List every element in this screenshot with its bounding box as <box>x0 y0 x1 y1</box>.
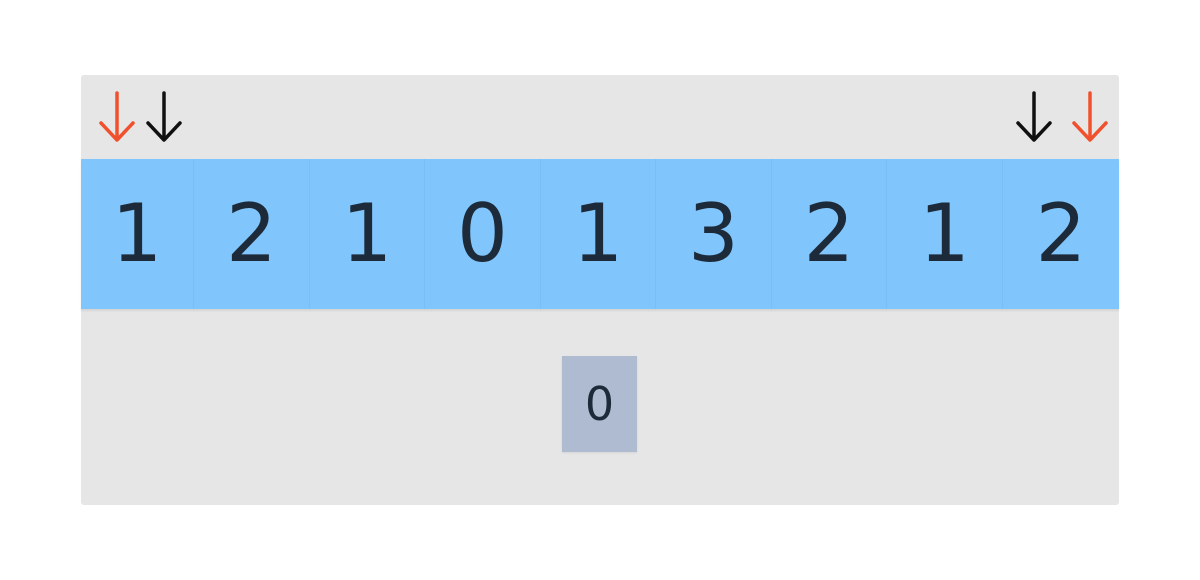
array-cell: 1 <box>81 159 194 309</box>
right-black-pointer-arrow-icon <box>1014 91 1054 145</box>
array-cell: 2 <box>1035 187 1087 280</box>
down-arrow-icon <box>1072 91 1108 142</box>
down-arrow-icon <box>1016 91 1052 142</box>
down-arrow-icon <box>99 91 135 142</box>
diagram-panel: 1 2 1 0 1 3 2 1 2 0 <box>81 75 1119 505</box>
array-cell: 1 <box>310 159 425 309</box>
array-cell: 3 <box>656 159 772 309</box>
array-row: 1 2 1 0 1 3 2 1 2 <box>81 159 1119 309</box>
result-box: 0 <box>562 356 637 452</box>
left-black-pointer-arrow-icon <box>144 91 184 145</box>
array-cell: 0 <box>425 159 541 309</box>
left-red-pointer-arrow-icon <box>97 91 137 145</box>
array-cell: 1 <box>887 159 1003 309</box>
right-red-pointer-arrow-icon <box>1070 91 1110 145</box>
down-arrow-icon <box>146 91 182 142</box>
array-cell: 2 <box>194 159 310 309</box>
array-cell: 1 <box>541 159 656 309</box>
array-cell: 2 <box>772 159 887 309</box>
